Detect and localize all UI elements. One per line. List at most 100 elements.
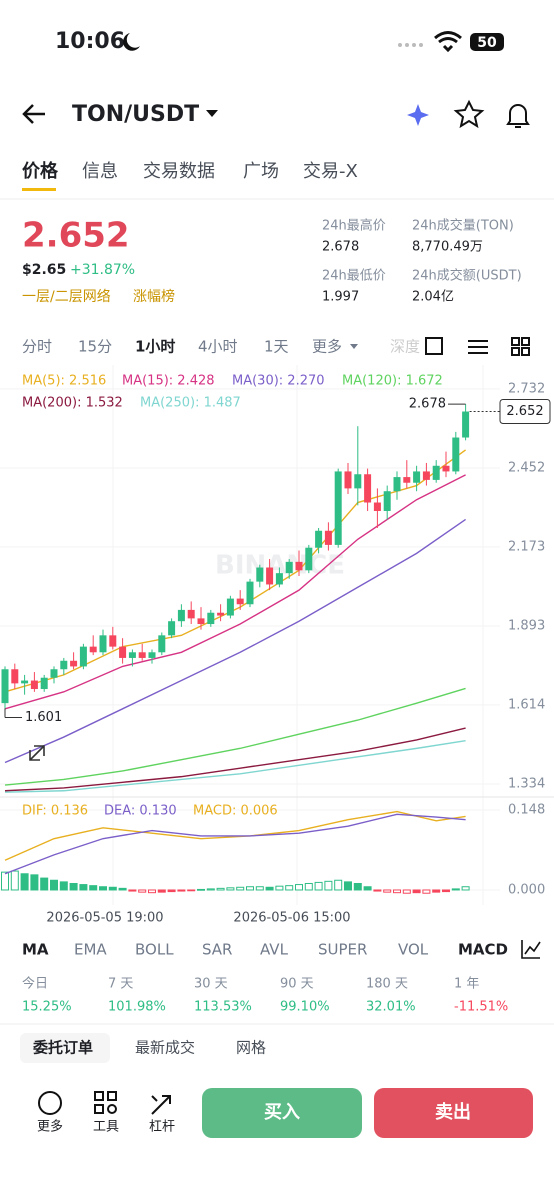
candle-body bbox=[295, 561, 303, 571]
candle-body bbox=[89, 646, 97, 653]
indicator[interactable]: BOLL bbox=[135, 941, 174, 959]
macd-legend: MACD: 0.006 bbox=[193, 804, 278, 819]
x-label: 2026-05-05 19:00 bbox=[46, 911, 163, 926]
indicator[interactable]: SUPER bbox=[318, 941, 367, 959]
tab[interactable]: 广场 bbox=[243, 161, 279, 182]
indicator-settings[interactable] bbox=[521, 940, 541, 959]
perf-value: 32.01% bbox=[366, 1000, 416, 1015]
fullscreen-button[interactable] bbox=[29, 745, 45, 761]
macd-bar bbox=[69, 882, 78, 891]
more-caret[interactable] bbox=[350, 344, 358, 349]
y-tick-label: 2.452 bbox=[508, 461, 545, 476]
macd-bar bbox=[402, 889, 411, 894]
candle-body bbox=[217, 612, 225, 616]
tool-icon[interactable] bbox=[425, 337, 443, 355]
tools-icon[interactable] bbox=[94, 1091, 117, 1114]
ma-legend: MA(250): 1.487 bbox=[140, 396, 241, 411]
indicator[interactable]: MACD bbox=[458, 941, 508, 959]
tab[interactable]: 交易-X bbox=[303, 161, 358, 182]
interval[interactable]: 1天 bbox=[264, 338, 289, 356]
indicator-bar: MA EMA BOLL SAR AVL SUPER VOL MACD bbox=[22, 941, 508, 959]
macd-bar bbox=[363, 886, 372, 891]
action-labels: 更多 工具 杠杆 bbox=[37, 1119, 175, 1135]
tab-pill bbox=[20, 1033, 110, 1063]
macd-bar bbox=[197, 888, 205, 891]
interval[interactable]: 深度 bbox=[390, 338, 420, 356]
candle-body bbox=[413, 471, 421, 483]
pair-dropdown[interactable] bbox=[206, 110, 218, 117]
candle-body bbox=[1, 669, 9, 704]
interval[interactable]: 1小时 bbox=[135, 338, 175, 356]
indicator[interactable]: SAR bbox=[202, 941, 232, 959]
stat-value: 2.678 bbox=[322, 240, 359, 255]
ai-button[interactable] bbox=[407, 104, 429, 126]
change: +31.87% bbox=[70, 262, 135, 278]
macd-bar bbox=[187, 889, 196, 892]
chart-tools bbox=[425, 337, 530, 356]
candle-body bbox=[373, 502, 381, 511]
ma-legend: MA(200): 1.532 bbox=[22, 396, 123, 411]
action-label[interactable]: 杠杆 bbox=[149, 1119, 175, 1135]
tab[interactable]: 信息 bbox=[82, 161, 118, 182]
tab[interactable]: 交易数据 bbox=[143, 161, 215, 182]
perf-label: 今日 bbox=[22, 976, 48, 992]
indicator[interactable]: EMA bbox=[74, 941, 107, 959]
action-label[interactable]: 工具 bbox=[93, 1120, 119, 1135]
battery-level: 50 bbox=[477, 35, 497, 51]
stat-value: 1.997 bbox=[322, 290, 359, 305]
sell-button[interactable] bbox=[374, 1088, 533, 1138]
candle-body bbox=[246, 581, 254, 605]
ma-legend: MA(5): 2.516 bbox=[22, 374, 106, 389]
layout-icon[interactable] bbox=[511, 337, 530, 356]
macd-bar bbox=[128, 889, 137, 892]
candle-body bbox=[99, 635, 107, 653]
perf-label: 30 天 bbox=[194, 977, 228, 992]
macd-bar bbox=[265, 886, 274, 891]
interval[interactable]: 更多 bbox=[312, 338, 342, 356]
buy-label[interactable]: 买入 bbox=[264, 1102, 300, 1123]
action-icons bbox=[38, 1091, 171, 1115]
interval[interactable]: 4小时 bbox=[198, 338, 238, 356]
leverage-icon[interactable] bbox=[151, 1095, 171, 1115]
price-tag-label: 2.652 bbox=[506, 404, 543, 419]
pair-title[interactable]: TON/USDT bbox=[72, 102, 199, 127]
candle-body bbox=[275, 573, 283, 585]
order-tab[interactable]: 网格 bbox=[236, 1039, 266, 1057]
macd-bar bbox=[1, 871, 9, 891]
interval[interactable]: 15分 bbox=[78, 338, 112, 356]
tab-bar: 价格 信息 交易数据 广场 交易-X bbox=[22, 160, 358, 182]
candle-body bbox=[30, 680, 38, 690]
alert-button[interactable] bbox=[506, 104, 530, 128]
interval[interactable]: 分时 bbox=[22, 338, 52, 356]
indicator[interactable]: MA bbox=[22, 941, 49, 959]
macd-bar bbox=[383, 889, 392, 893]
candle-body bbox=[226, 598, 234, 616]
tag[interactable]: 一层/二层网络 bbox=[22, 289, 111, 305]
candle-body bbox=[266, 567, 274, 585]
candle-body bbox=[50, 669, 58, 678]
macd-bar bbox=[422, 889, 431, 894]
macd-bar bbox=[40, 877, 49, 891]
macd-bar bbox=[324, 880, 333, 891]
macd-bar bbox=[285, 885, 294, 891]
sell-label[interactable]: 卖出 bbox=[435, 1101, 471, 1123]
more-icon[interactable] bbox=[38, 1091, 62, 1115]
y-tick-label: 2.732 bbox=[508, 381, 545, 396]
macd-bar bbox=[177, 889, 186, 892]
stats: 24h最高价 2.678 24h成交量(TON) 8,770.49万 24h最低价 1.9… bbox=[322, 218, 522, 305]
favorite-button[interactable] bbox=[453, 99, 485, 129]
buy-button[interactable] bbox=[202, 1088, 362, 1138]
y-tick-label: 0.000 bbox=[508, 882, 545, 897]
perf-value: 15.25% bbox=[22, 1000, 72, 1015]
indicator[interactable]: AVL bbox=[260, 941, 289, 959]
order-tab[interactable]: 最新成交 bbox=[135, 1039, 195, 1057]
tab[interactable]: 价格 bbox=[22, 160, 59, 182]
back-button[interactable] bbox=[22, 104, 45, 124]
tool-icon[interactable] bbox=[468, 340, 488, 354]
indicator[interactable]: VOL bbox=[398, 941, 429, 959]
action-label[interactable]: 更多 bbox=[37, 1119, 63, 1135]
battery-icon bbox=[470, 33, 504, 51]
macd-bar bbox=[79, 884, 88, 891]
tag[interactable]: 涨幅榜 bbox=[133, 288, 175, 305]
order-tab[interactable]: 委托订单 bbox=[33, 1039, 93, 1057]
